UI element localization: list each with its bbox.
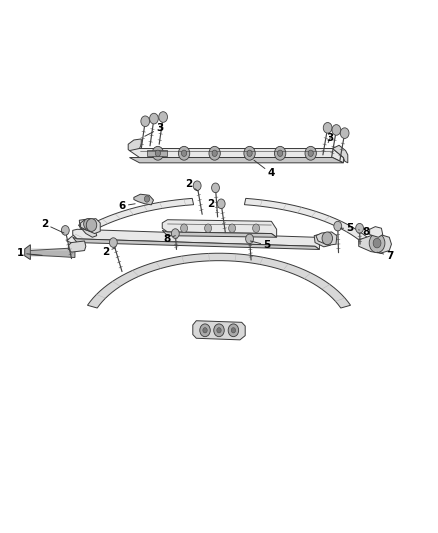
Text: 8: 8 [163,234,175,244]
Circle shape [332,125,341,135]
Text: 3: 3 [327,133,334,143]
Circle shape [228,324,239,337]
Circle shape [150,114,158,124]
Circle shape [308,150,313,157]
Circle shape [247,150,252,157]
Circle shape [200,324,210,337]
Polygon shape [79,219,99,232]
Text: 2: 2 [207,199,217,211]
Polygon shape [128,139,141,151]
Circle shape [84,219,92,229]
Text: 2: 2 [185,179,198,191]
Text: 2: 2 [41,219,64,233]
Polygon shape [162,230,277,237]
Polygon shape [244,198,371,244]
Polygon shape [78,224,97,237]
Polygon shape [29,248,75,257]
Text: 3: 3 [145,123,164,136]
Circle shape [61,225,69,235]
Circle shape [305,147,316,160]
Circle shape [203,328,207,333]
Polygon shape [130,158,343,163]
Circle shape [141,116,150,126]
Circle shape [229,224,236,232]
Circle shape [217,328,221,333]
Polygon shape [147,150,166,156]
Polygon shape [134,194,153,205]
Text: 5: 5 [340,223,353,233]
Circle shape [231,328,236,333]
Polygon shape [73,237,319,249]
Circle shape [340,128,349,139]
Circle shape [356,223,364,233]
Circle shape [212,183,219,192]
Circle shape [171,229,179,238]
Circle shape [152,147,163,160]
Circle shape [178,147,190,160]
Polygon shape [130,149,343,163]
Circle shape [217,199,225,208]
Circle shape [373,238,381,248]
Polygon shape [316,232,337,245]
Polygon shape [314,233,330,247]
Circle shape [181,150,187,157]
Text: 2: 2 [102,247,116,256]
Text: 7: 7 [377,251,394,261]
Circle shape [159,112,167,122]
Circle shape [246,234,254,244]
Polygon shape [81,219,100,233]
Polygon shape [193,321,245,340]
Circle shape [155,150,160,157]
Circle shape [278,150,283,157]
Circle shape [323,123,332,133]
Text: 1: 1 [17,248,42,258]
Circle shape [369,233,385,253]
Circle shape [180,224,187,232]
Polygon shape [73,229,319,249]
Polygon shape [88,253,350,308]
Circle shape [253,224,260,232]
Circle shape [86,219,97,231]
Text: 4: 4 [254,160,275,179]
Polygon shape [370,227,383,237]
Circle shape [110,238,117,247]
Polygon shape [68,241,86,252]
Circle shape [322,232,332,245]
Polygon shape [67,198,194,244]
Circle shape [145,196,150,202]
Circle shape [214,324,224,337]
Circle shape [205,224,212,232]
Circle shape [275,147,286,160]
Circle shape [334,221,342,231]
Circle shape [212,150,217,157]
Polygon shape [25,245,30,260]
Text: 5: 5 [251,240,271,250]
Text: 8: 8 [359,228,369,238]
Polygon shape [359,235,392,253]
Circle shape [209,147,220,160]
Polygon shape [332,146,348,163]
Polygon shape [162,220,277,237]
Circle shape [193,181,201,190]
Text: 6: 6 [118,201,135,211]
Circle shape [244,147,255,160]
